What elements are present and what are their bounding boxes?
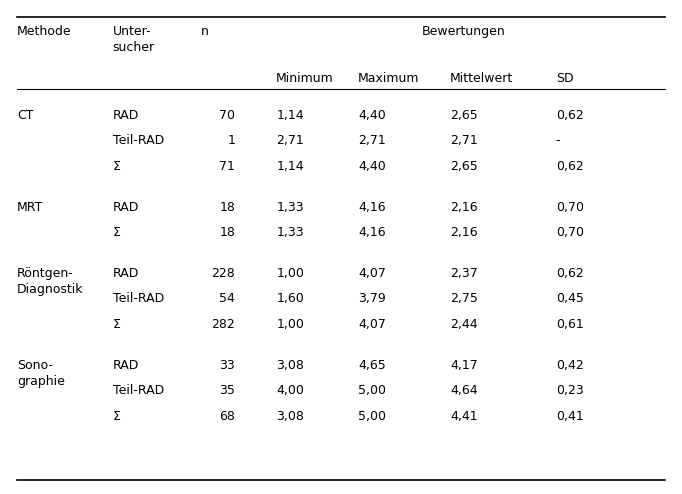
Text: Unter-
sucher: Unter- sucher: [113, 25, 155, 54]
Text: 4,40: 4,40: [358, 109, 386, 122]
Text: 3,08: 3,08: [276, 410, 304, 423]
Text: Maximum: Maximum: [358, 72, 419, 84]
Text: 4,17: 4,17: [450, 359, 478, 371]
Text: 5,00: 5,00: [358, 410, 386, 423]
Text: 4,07: 4,07: [358, 267, 386, 280]
Text: 228: 228: [211, 267, 235, 280]
Text: 1,00: 1,00: [276, 267, 304, 280]
Text: RAD: RAD: [113, 359, 139, 371]
Text: 4,64: 4,64: [450, 384, 478, 397]
Text: Sono-
graphie: Sono- graphie: [17, 359, 65, 388]
Text: 2,71: 2,71: [358, 134, 386, 147]
Text: Σ: Σ: [113, 160, 121, 173]
Text: 2,71: 2,71: [276, 134, 304, 147]
Text: Teil-RAD: Teil-RAD: [113, 292, 164, 305]
Text: 0,41: 0,41: [556, 410, 584, 423]
Text: 0,23: 0,23: [556, 384, 584, 397]
Text: 1: 1: [227, 134, 235, 147]
Text: 4,65: 4,65: [358, 359, 386, 371]
Text: 4,00: 4,00: [276, 384, 304, 397]
Text: 282: 282: [211, 318, 235, 331]
Text: 4,41: 4,41: [450, 410, 478, 423]
Text: 3,79: 3,79: [358, 292, 386, 305]
Text: 35: 35: [220, 384, 235, 397]
Text: Minimum: Minimum: [276, 72, 334, 84]
Text: 33: 33: [220, 359, 235, 371]
Text: 2,37: 2,37: [450, 267, 478, 280]
Text: 0,70: 0,70: [556, 226, 584, 239]
Text: 4,07: 4,07: [358, 318, 386, 331]
Text: -: -: [556, 134, 561, 147]
Text: 0,42: 0,42: [556, 359, 584, 371]
Text: RAD: RAD: [113, 267, 139, 280]
Text: 18: 18: [220, 201, 235, 213]
Text: Methode: Methode: [17, 25, 72, 38]
Text: MRT: MRT: [17, 201, 44, 213]
Text: 0,62: 0,62: [556, 109, 584, 122]
Text: 2,65: 2,65: [450, 109, 478, 122]
Text: Röntgen-
Diagnostik: Röntgen- Diagnostik: [17, 267, 84, 296]
Text: 2,44: 2,44: [450, 318, 478, 331]
Text: 71: 71: [220, 160, 235, 173]
Text: 4,16: 4,16: [358, 226, 386, 239]
Text: 2,16: 2,16: [450, 226, 478, 239]
Text: 0,45: 0,45: [556, 292, 584, 305]
Text: 1,60: 1,60: [276, 292, 304, 305]
Text: Bewertungen: Bewertungen: [422, 25, 505, 38]
Text: RAD: RAD: [113, 201, 139, 213]
Text: 4,40: 4,40: [358, 160, 386, 173]
Text: Σ: Σ: [113, 410, 121, 423]
Text: 4,16: 4,16: [358, 201, 386, 213]
Text: 0,70: 0,70: [556, 201, 584, 213]
Text: 1,00: 1,00: [276, 318, 304, 331]
Text: 0,62: 0,62: [556, 160, 584, 173]
Text: RAD: RAD: [113, 109, 139, 122]
Text: 1,33: 1,33: [276, 201, 304, 213]
Text: 1,14: 1,14: [276, 160, 304, 173]
Text: 5,00: 5,00: [358, 384, 386, 397]
Text: SD: SD: [556, 72, 574, 84]
Text: CT: CT: [17, 109, 33, 122]
Text: Teil-RAD: Teil-RAD: [113, 134, 164, 147]
Text: 68: 68: [220, 410, 235, 423]
Text: 2,75: 2,75: [450, 292, 478, 305]
Text: 0,61: 0,61: [556, 318, 584, 331]
Text: 1,33: 1,33: [276, 226, 304, 239]
Text: 18: 18: [220, 226, 235, 239]
Text: Teil-RAD: Teil-RAD: [113, 384, 164, 397]
Text: 70: 70: [220, 109, 235, 122]
Text: 3,08: 3,08: [276, 359, 304, 371]
Text: Σ: Σ: [113, 318, 121, 331]
Text: 2,65: 2,65: [450, 160, 478, 173]
Text: 2,16: 2,16: [450, 201, 478, 213]
Text: n: n: [201, 25, 209, 38]
Text: Mittelwert: Mittelwert: [450, 72, 514, 84]
Text: Σ: Σ: [113, 226, 121, 239]
Text: 1,14: 1,14: [276, 109, 304, 122]
Text: 54: 54: [220, 292, 235, 305]
Text: 0,62: 0,62: [556, 267, 584, 280]
Text: 2,71: 2,71: [450, 134, 478, 147]
